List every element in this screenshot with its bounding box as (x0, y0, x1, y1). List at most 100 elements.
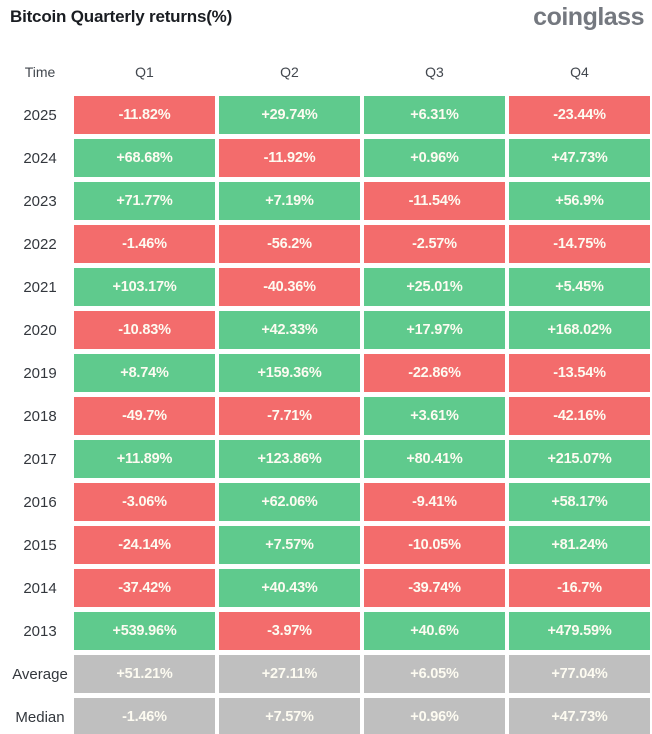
table-row-2014: 2014 -37.42% +40.43% -39.74% -16.7% (10, 569, 652, 607)
return-cell: +77.04% (509, 655, 650, 693)
row-label: 2024 (23, 149, 57, 167)
return-cell: -14.75% (509, 225, 650, 263)
table-row-2016: 2016 -3.06% +62.06% -9.41% +58.17% (10, 483, 652, 521)
return-cell: +168.02% (509, 311, 650, 349)
table-row-2019: 2019 +8.74% +159.36% -22.86% -13.54% (10, 354, 652, 392)
return-cell: +7.57% (219, 698, 360, 734)
return-cell: -3.97% (219, 612, 360, 650)
return-cell: -9.41% (364, 483, 505, 521)
return-cell: -42.16% (509, 397, 650, 435)
row-label: 2017 (23, 450, 57, 468)
column-header-q3: Q3 (425, 64, 444, 80)
return-cell: -11.82% (74, 96, 215, 134)
return-cell: +58.17% (509, 483, 650, 521)
return-cell: -13.54% (509, 354, 650, 392)
return-cell: +81.24% (509, 526, 650, 564)
row-label: 2020 (23, 321, 57, 339)
return-cell: -23.44% (509, 96, 650, 134)
return-cell: -40.36% (219, 268, 360, 306)
return-cell: +215.07% (509, 440, 650, 478)
return-cell: +11.89% (74, 440, 215, 478)
return-cell: -10.05% (364, 526, 505, 564)
table-header-row: Time Q1 Q2 Q3 Q4 (10, 54, 652, 90)
return-cell: +7.19% (219, 182, 360, 220)
return-cell: +27.11% (219, 655, 360, 693)
return-cell: +56.9% (509, 182, 650, 220)
return-cell: -11.92% (219, 139, 360, 177)
return-cell: +71.77% (74, 182, 215, 220)
table-row-2017: 2017 +11.89% +123.86% +80.41% +215.07% (10, 440, 652, 478)
column-header-q2: Q2 (280, 64, 299, 80)
table-row-2025: 2025 -11.82% +29.74% +6.31% -23.44% (10, 96, 652, 134)
return-cell: +68.68% (74, 139, 215, 177)
return-cell: +42.33% (219, 311, 360, 349)
return-cell: -39.74% (364, 569, 505, 607)
table-row-2024: 2024 +68.68% -11.92% +0.96% +47.73% (10, 139, 652, 177)
return-cell: +29.74% (219, 96, 360, 134)
return-cell: +5.45% (509, 268, 650, 306)
return-cell: +25.01% (364, 268, 505, 306)
return-cell: +3.61% (364, 397, 505, 435)
return-cell: +6.05% (364, 655, 505, 693)
row-label: 2025 (23, 106, 57, 124)
table-row-average: Average +51.21% +27.11% +6.05% +77.04% (10, 655, 652, 693)
return-cell: +103.17% (74, 268, 215, 306)
table-row-2020: 2020 -10.83% +42.33% +17.97% +168.02% (10, 311, 652, 349)
return-cell: +80.41% (364, 440, 505, 478)
row-label: Median (15, 708, 65, 726)
return-cell: -3.06% (74, 483, 215, 521)
card-header: Bitcoin Quarterly returns(%) coinglass (0, 0, 652, 34)
table-row-2013: 2013 +539.96% -3.97% +40.6% +479.59% (10, 612, 652, 650)
return-cell: -37.42% (74, 569, 215, 607)
return-cell: +7.57% (219, 526, 360, 564)
return-cell: +0.96% (364, 139, 505, 177)
return-cell: -10.83% (74, 311, 215, 349)
row-label: 2021 (23, 278, 57, 296)
row-label: 2015 (23, 536, 57, 554)
return-cell: +17.97% (364, 311, 505, 349)
column-header-q4: Q4 (570, 64, 589, 80)
row-label: 2022 (23, 235, 57, 253)
return-cell: -7.71% (219, 397, 360, 435)
row-label: 2023 (23, 192, 57, 210)
row-label: 2016 (23, 493, 57, 511)
returns-table-body: 2025 -11.82% +29.74% +6.31% -23.44% 2024 +68.6… (0, 96, 652, 734)
row-label: 2013 (23, 622, 57, 640)
return-cell: -22.86% (364, 354, 505, 392)
return-cell: -24.14% (74, 526, 215, 564)
return-cell: +0.96% (364, 698, 505, 734)
return-cell: -56.2% (219, 225, 360, 263)
return-cell: +479.59% (509, 612, 650, 650)
return-cell: -2.57% (364, 225, 505, 263)
return-cell: +159.36% (219, 354, 360, 392)
row-label: 2018 (23, 407, 57, 425)
return-cell: -49.7% (74, 397, 215, 435)
page-title: Bitcoin Quarterly returns(%) (10, 7, 233, 26)
return-cell: +40.43% (219, 569, 360, 607)
row-label: 2014 (23, 579, 57, 597)
row-label: Average (12, 665, 68, 683)
row-label: 2019 (23, 364, 57, 382)
coinglass-logo: coinglass (533, 3, 644, 31)
table-row-2018: 2018 -49.7% -7.71% +3.61% -42.16% (10, 397, 652, 435)
column-header-q1: Q1 (135, 64, 154, 80)
return-cell: -1.46% (74, 225, 215, 263)
time-column-header: Time (24, 64, 56, 80)
return-cell: +8.74% (74, 354, 215, 392)
return-cell: -1.46% (74, 698, 215, 734)
return-cell: +6.31% (364, 96, 505, 134)
table-row-2023: 2023 +71.77% +7.19% -11.54% +56.9% (10, 182, 652, 220)
return-cell: +47.73% (509, 698, 650, 734)
return-cell: -11.54% (364, 182, 505, 220)
table-row-2015: 2015 -24.14% +7.57% -10.05% +81.24% (10, 526, 652, 564)
return-cell: +539.96% (74, 612, 215, 650)
table-row-2022: 2022 -1.46% -56.2% -2.57% -14.75% (10, 225, 652, 263)
return-cell: +123.86% (219, 440, 360, 478)
return-cell: +62.06% (219, 483, 360, 521)
return-cell: -16.7% (509, 569, 650, 607)
table-row-median: Median -1.46% +7.57% +0.96% +47.73% (10, 698, 652, 734)
return-cell: +40.6% (364, 612, 505, 650)
table-row-2021: 2021 +103.17% -40.36% +25.01% +5.45% (10, 268, 652, 306)
return-cell: +47.73% (509, 139, 650, 177)
